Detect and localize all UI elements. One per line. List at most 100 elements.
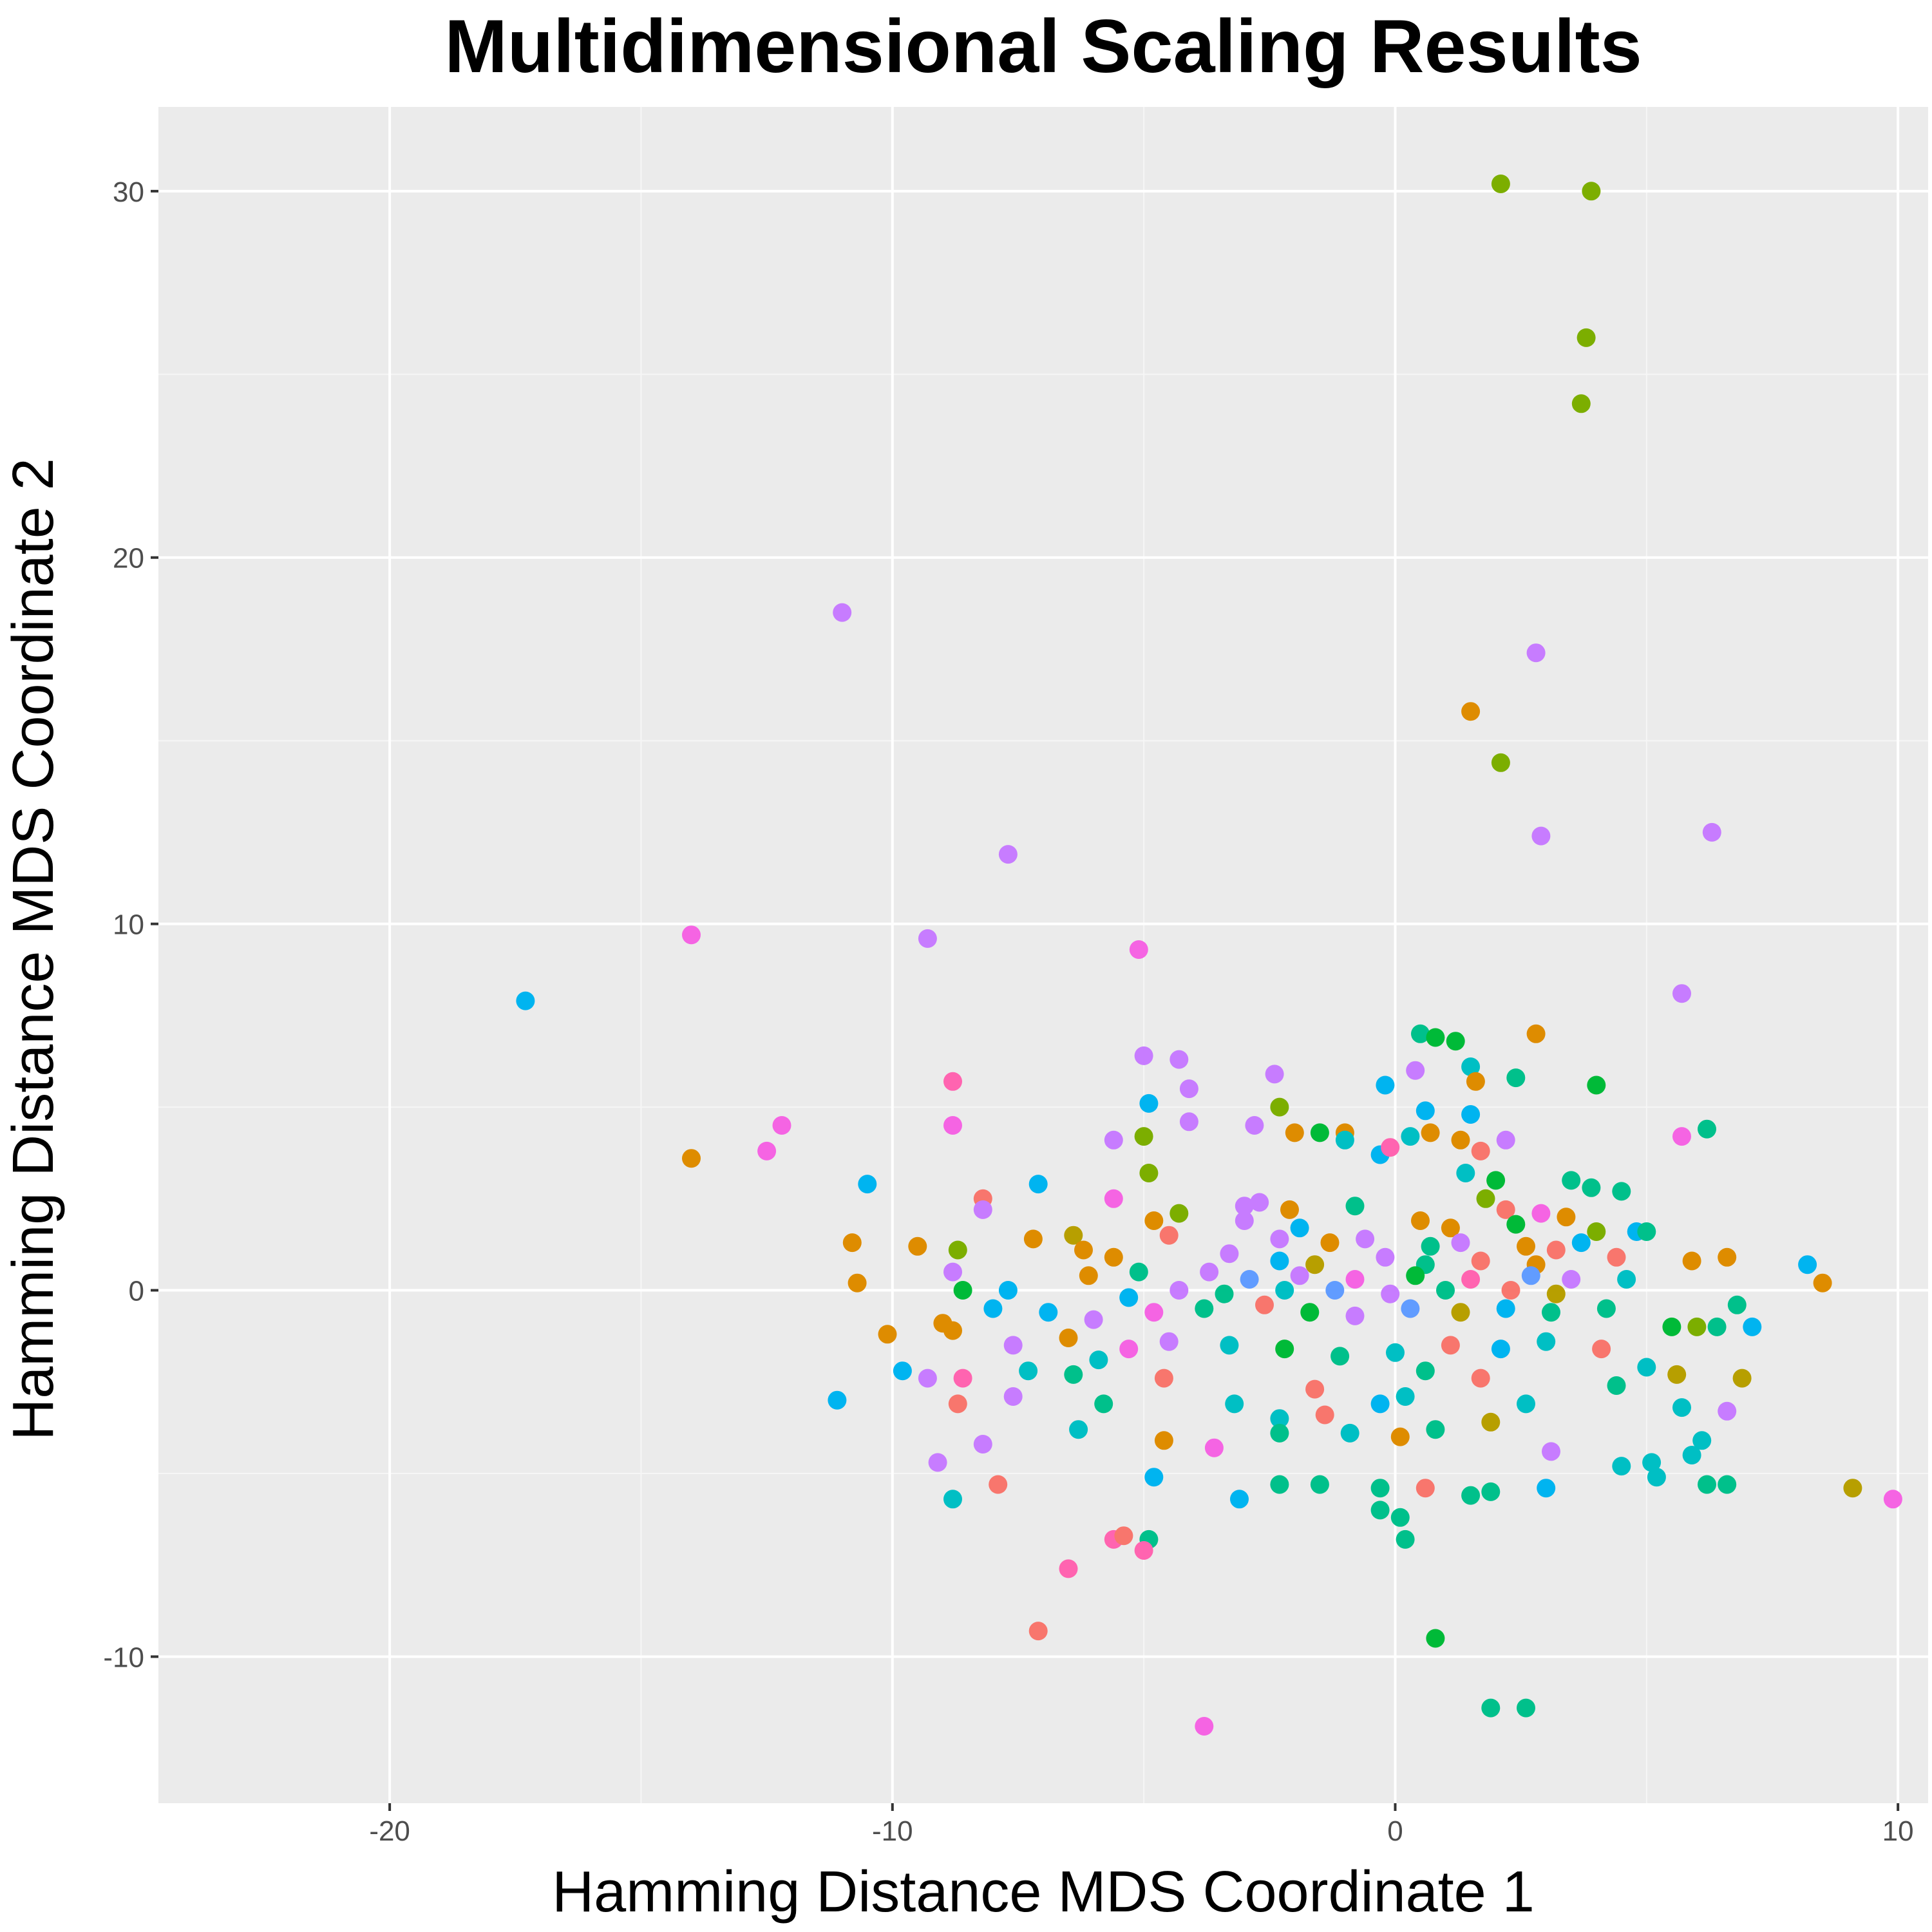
data-point — [1345, 1270, 1365, 1289]
data-point — [1542, 1442, 1560, 1461]
data-point — [943, 1490, 962, 1509]
data-point — [1170, 1204, 1189, 1223]
data-point — [1356, 1229, 1375, 1249]
data-point — [1441, 1336, 1460, 1355]
data-point — [1667, 1365, 1687, 1384]
data-point — [1230, 1490, 1249, 1509]
data-point — [1270, 1229, 1289, 1249]
data-point — [1612, 1182, 1631, 1201]
data-point — [1587, 1075, 1606, 1095]
data-point — [1461, 1105, 1481, 1124]
data-point — [1421, 1123, 1440, 1142]
data-point — [1612, 1457, 1631, 1476]
data-point — [948, 1394, 967, 1414]
data-point — [1179, 1112, 1198, 1132]
data-point — [842, 1233, 862, 1253]
data-point — [1406, 1061, 1425, 1080]
data-point — [1003, 1387, 1023, 1406]
data-point — [1461, 1057, 1481, 1076]
data-point — [1154, 1368, 1173, 1388]
data-point — [1310, 1123, 1329, 1142]
data-point — [1441, 1218, 1460, 1238]
data-point — [1672, 1127, 1691, 1146]
data-point — [1451, 1303, 1470, 1322]
data-point — [1195, 1299, 1214, 1318]
data-point — [1411, 1024, 1430, 1043]
data-point — [1672, 1398, 1691, 1417]
y-tick-label: -10 — [103, 1642, 144, 1673]
data-point — [1692, 1431, 1712, 1450]
data-point — [1491, 753, 1510, 772]
data-point — [1727, 1295, 1747, 1314]
data-point — [1134, 1541, 1153, 1560]
data-point — [1718, 1475, 1737, 1494]
data-point — [1526, 643, 1546, 663]
data-point — [682, 925, 701, 945]
data-point — [1486, 1171, 1506, 1190]
data-points — [516, 175, 1902, 1736]
x-axis-title: Hamming Distance MDS Coordinate 1 — [552, 1860, 1535, 1924]
data-point — [848, 1273, 867, 1293]
data-point — [1028, 1622, 1048, 1641]
data-point — [1496, 1299, 1515, 1318]
data-point — [943, 1321, 962, 1340]
data-point — [1376, 1075, 1395, 1095]
data-point — [943, 1262, 962, 1282]
data-point — [1517, 1394, 1535, 1414]
data-point — [1200, 1262, 1219, 1282]
data-point — [1370, 1479, 1390, 1498]
data-point — [1245, 1116, 1264, 1135]
data-point — [973, 1435, 992, 1454]
data-point — [1461, 1270, 1481, 1289]
data-point — [1496, 1130, 1515, 1150]
data-point — [1134, 1046, 1153, 1065]
data-point — [1003, 1336, 1023, 1355]
data-point — [1647, 1468, 1666, 1487]
data-point — [1426, 1629, 1445, 1648]
data-point — [1662, 1317, 1681, 1336]
y-tick-label: 20 — [113, 543, 144, 574]
data-point — [1325, 1281, 1345, 1300]
data-point — [1381, 1284, 1400, 1303]
data-point — [928, 1453, 947, 1472]
data-point — [1682, 1251, 1701, 1271]
chart-title: Multidimensional Scaling Results — [444, 4, 1642, 88]
data-point — [1204, 1438, 1224, 1457]
data-point — [1471, 1141, 1490, 1160]
data-point — [682, 1149, 701, 1168]
data-point — [1370, 1501, 1390, 1520]
data-point — [1461, 702, 1481, 721]
data-point — [1386, 1343, 1405, 1362]
data-point — [1315, 1405, 1334, 1425]
data-point — [1521, 1266, 1540, 1285]
data-point — [1481, 1412, 1501, 1432]
data-point — [1416, 1101, 1435, 1121]
data-point — [1451, 1233, 1470, 1253]
data-point — [1466, 1072, 1485, 1091]
data-point — [1813, 1273, 1832, 1293]
data-point — [1698, 1119, 1716, 1139]
data-point — [1582, 182, 1601, 201]
x-axis-ticks: -20 -10 0 10 — [369, 1803, 1914, 1847]
data-point — [1345, 1306, 1365, 1325]
data-point — [1607, 1376, 1626, 1395]
x-tick-label: -20 — [369, 1815, 410, 1847]
data-point — [998, 845, 1018, 864]
data-point — [1481, 1698, 1501, 1718]
data-point — [1331, 1347, 1350, 1366]
data-point — [516, 991, 535, 1010]
data-point — [1119, 1340, 1139, 1359]
data-point — [1079, 1266, 1098, 1285]
data-point — [1179, 1079, 1198, 1099]
data-point — [1637, 1358, 1656, 1377]
data-point — [772, 1116, 791, 1135]
data-point — [1019, 1361, 1038, 1381]
data-point — [1275, 1340, 1294, 1359]
data-point — [1240, 1270, 1259, 1289]
data-point — [1235, 1211, 1254, 1230]
data-point — [1270, 1097, 1289, 1117]
data-point — [1426, 1028, 1445, 1047]
data-point — [1195, 1717, 1214, 1736]
data-point — [1255, 1295, 1274, 1314]
data-point — [1220, 1336, 1239, 1355]
